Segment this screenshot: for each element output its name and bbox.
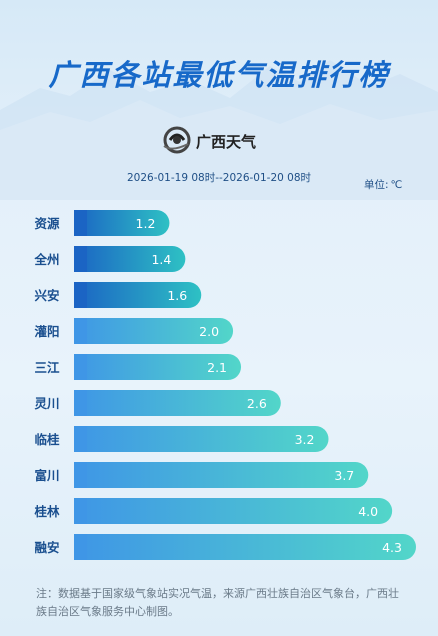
category-label: 桂林 [33,504,60,519]
category-label: 资源 [34,216,60,231]
unit-label-text: 单位: [364,179,389,191]
bar [74,210,170,236]
value-label: 2.0 [199,324,219,339]
bar [74,534,416,560]
value-label: 3.2 [295,432,315,447]
bar-left-cap [74,390,87,416]
brand-logo: 广西天气 [160,122,280,156]
footnote: 注：数据基于国家级气象站实况气温，来源广西壮族自治区气象台，广西壮族自治区气象服… [36,587,399,618]
category-label: 富川 [34,468,59,483]
value-label: 2.1 [207,360,227,375]
bar [74,318,234,344]
bar-left-cap [74,210,87,236]
category-label: 灌阳 [33,324,59,339]
category-label: 临桂 [34,432,60,447]
unit-label: 单位: ℃ [362,177,402,192]
bar [74,390,281,416]
date-range: 2026-01-19 08时--2026-01-20 08时 [126,172,312,184]
bar [74,354,242,380]
bar-left-cap [74,462,87,488]
category-label: 兴安 [34,288,59,303]
page-title: 广西各站最低气温排行榜 [48,58,390,92]
bar [74,282,202,308]
value-label: 4.3 [382,540,402,555]
bar-left-cap [74,282,87,308]
value-label: 1.4 [151,252,171,267]
bar-left-cap [74,246,87,272]
bar-chart: 资源 1.2 全州 1.4 兴安 1.6 灌阳 2.0 三江 2.1 灵川 2.6 临桂 3.2 富川 3.7… [33,210,416,560]
category-label: 融安 [34,540,59,555]
bar [74,462,369,488]
bar-left-cap [74,318,87,344]
category-label: 全州 [33,252,59,267]
value-label: 1.2 [136,216,156,231]
bar-left-cap [74,426,87,452]
weather-logo-icon [163,126,191,154]
bar-left-cap [74,498,87,524]
value-label: 2.6 [247,396,267,411]
bar-left-cap [74,534,87,560]
bar-left-cap [74,354,87,380]
category-label: 灵川 [34,396,59,411]
bar [74,246,186,272]
unit-value: ℃ [390,179,403,191]
mountain-background [0,60,438,200]
category-label: 三江 [34,360,60,375]
bar [74,498,393,524]
bar [74,426,329,452]
value-label: 1.6 [167,288,187,303]
value-label: 3.7 [334,468,354,483]
value-label: 4.0 [358,504,378,519]
logo-text: 广西天气 [196,133,257,151]
